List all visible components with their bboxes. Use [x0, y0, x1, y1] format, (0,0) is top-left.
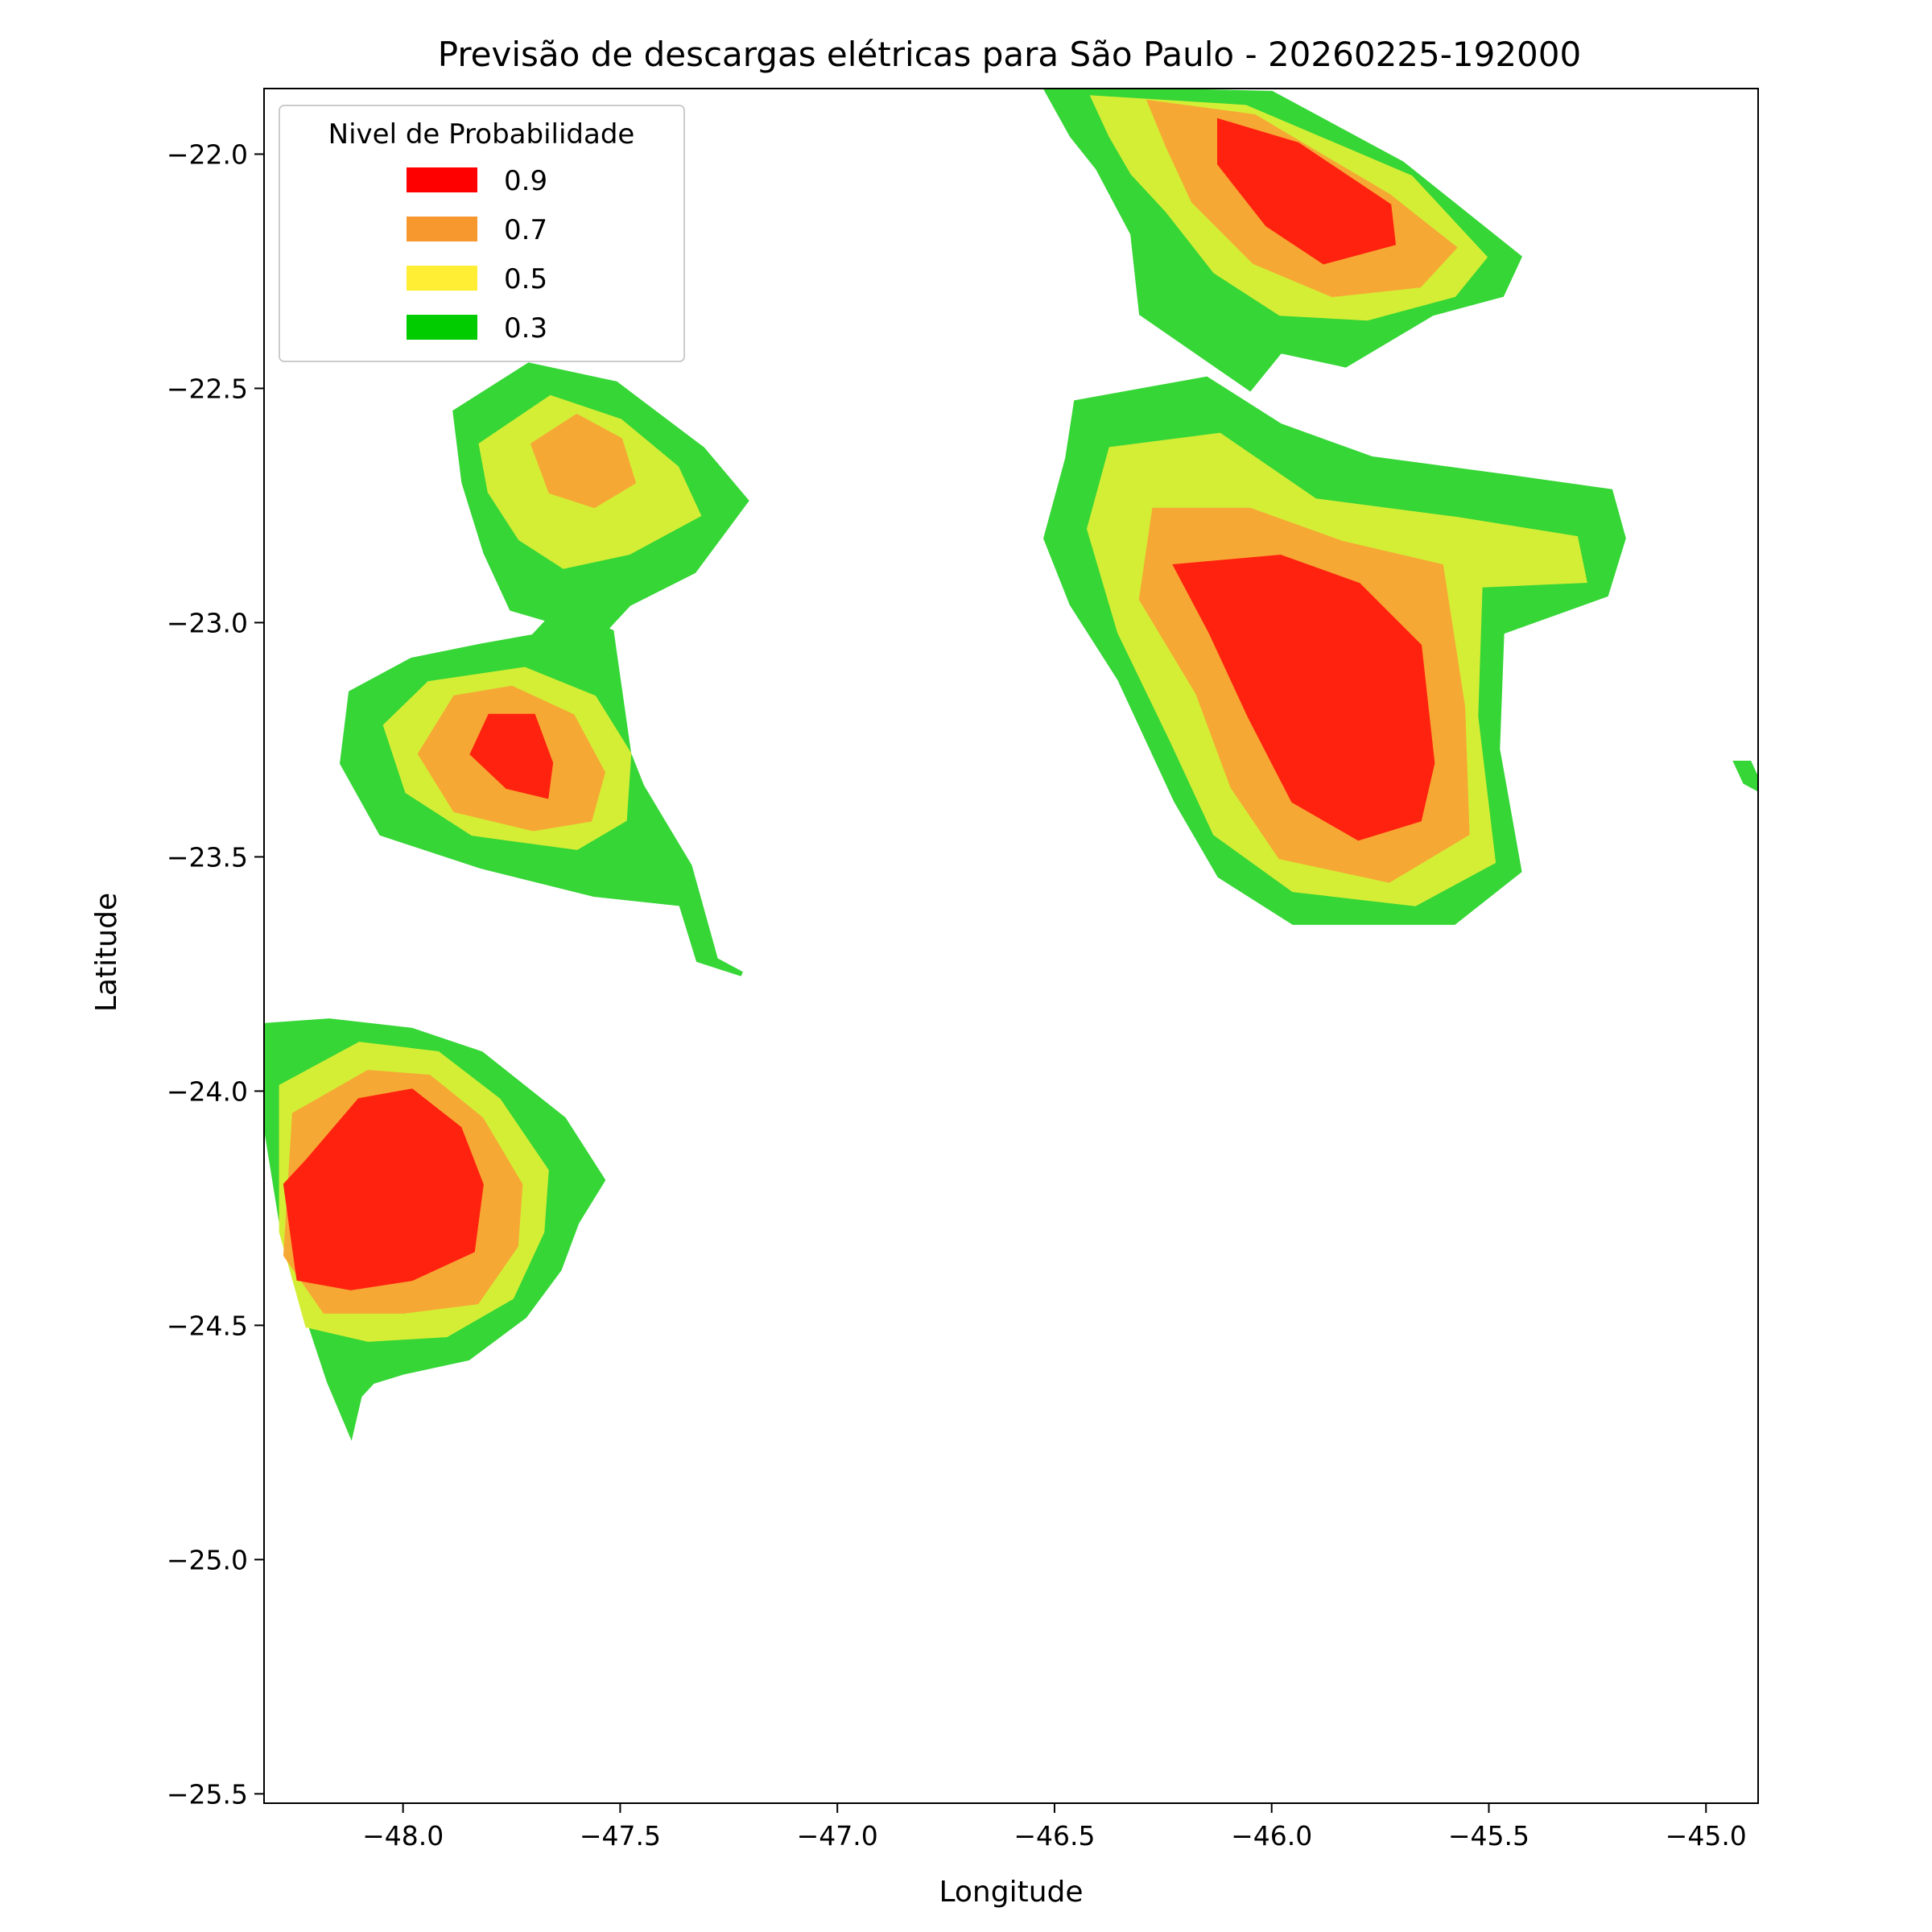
y-tick-label: −24.5: [167, 1310, 248, 1341]
x-axis-label: Longitude: [939, 1876, 1083, 1909]
y-tick-label: −24.0: [167, 1075, 248, 1107]
y-axis-ticks: −22.0 −22.5 −23.0 −23.5 −24.0 −24.5 −25.0 −25.5: [167, 138, 264, 1810]
legend-swatch: [407, 266, 477, 291]
x-tick-label: −46.0: [1231, 1820, 1312, 1852]
x-axis-ticks: −48.0 −47.5 −47.0 −46.5 −46.0 −45.5 −45.0: [362, 1803, 1747, 1852]
legend-entry-label: 0.5: [504, 263, 547, 295]
cell-nw-level-0-7: [530, 413, 637, 509]
legend-entry-label: 0.3: [504, 312, 547, 345]
cell-edge-east-level-0-3: [1732, 761, 1758, 792]
legend-swatch: [407, 315, 477, 340]
plot-frame: [263, 88, 1759, 1804]
cell-ne: [1042, 89, 1523, 392]
y-tick-label: −25.5: [167, 1778, 248, 1810]
y-tick-label: −23.0: [167, 607, 248, 638]
cell-ne-level-0-9: [1217, 118, 1397, 265]
legend-box: [279, 105, 685, 362]
legend-entry-label: 0.9: [504, 165, 547, 197]
cell-mid-level-0-9: [469, 713, 554, 799]
cell-east: [1043, 376, 1626, 925]
chart-title: Previsão de descargas elétricas para São…: [438, 35, 1581, 74]
x-tick-label: −48.0: [362, 1820, 444, 1852]
cell-sw: [264, 1018, 606, 1441]
x-tick-label: −45.5: [1448, 1820, 1530, 1852]
legend-swatch: [407, 217, 477, 242]
cell-east-level-0-9: [1172, 554, 1435, 841]
legend-title: Nivel de Probabilidade: [328, 118, 635, 151]
x-tick-label: −46.5: [1013, 1820, 1095, 1852]
legend: Nivel de Probabilidade 0.9 0.7 0.5 0.3: [279, 105, 685, 362]
y-axis-label: Latitude: [90, 893, 123, 1012]
contour-fills: [264, 89, 1758, 1441]
legend-entry-label: 0.7: [504, 214, 547, 246]
x-tick-label: −47.5: [580, 1820, 661, 1852]
x-tick-label: −47.0: [797, 1820, 878, 1852]
y-tick-label: −22.0: [167, 138, 248, 170]
y-tick-label: −23.5: [167, 841, 248, 873]
cell-edge-east: [1732, 761, 1758, 792]
y-tick-label: −25.0: [167, 1544, 248, 1575]
cell-mid: [340, 605, 743, 976]
legend-swatch: [407, 167, 477, 192]
y-tick-label: −22.5: [167, 373, 248, 404]
x-tick-label: −45.0: [1666, 1820, 1747, 1852]
cell-nw: [452, 362, 749, 640]
cell-sw-level-0-9: [283, 1088, 484, 1290]
